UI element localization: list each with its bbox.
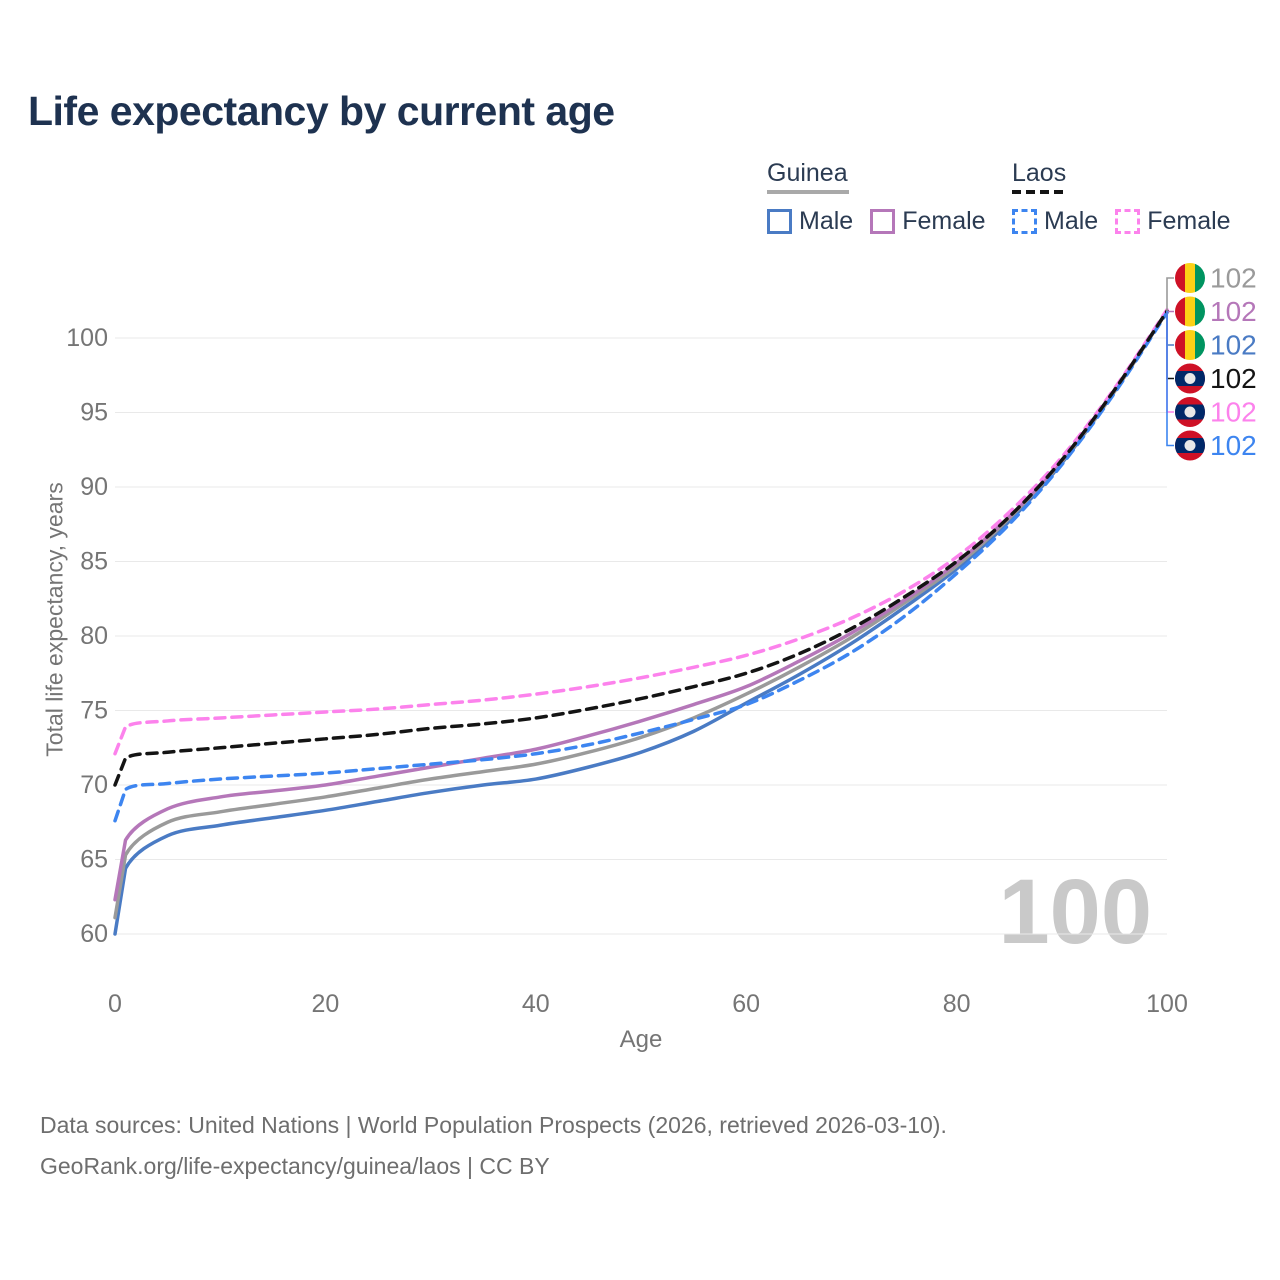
guinea-flag-icon <box>1175 297 1205 327</box>
axis-tick-labels: 60 65 70 75 80 85 90 95 100 0 20 40 60 80 100 <box>66 324 1188 1018</box>
legend-label-guinea-female[interactable]: Female <box>902 207 986 235</box>
y-tick-label: 85 <box>80 548 108 576</box>
leader-line-guinea_avg <box>1166 277 1174 312</box>
footer-link-line: GeoRank.org/life-expectancy/guinea/laos … <box>40 1153 550 1179</box>
series-line-guinea_male <box>113 309 1169 936</box>
legend-swatch-laos-female[interactable] <box>1115 209 1141 234</box>
y-axis-title: Total life expectancy, years <box>41 482 68 757</box>
series-line-guinea_female <box>113 309 1169 902</box>
y-tick-label: 95 <box>80 399 108 427</box>
y-tick-label: 80 <box>80 622 108 650</box>
data-series-lines <box>113 307 1169 936</box>
legend-underline-laos <box>1012 190 1066 194</box>
x-tick-label: 40 <box>522 990 550 1018</box>
series-line-laos_avg <box>113 309 1169 787</box>
y-tick-label: 100 <box>66 324 108 352</box>
legend-country-label-laos[interactable]: Laos <box>1012 159 1067 187</box>
legend-swatch-guinea-female[interactable] <box>870 209 896 234</box>
x-axis-title: Age <box>619 1026 663 1053</box>
data-source-footer: Data sources: United Nations | World Pop… <box>40 1105 947 1187</box>
end-value-label-laos_avg: 102 <box>1210 363 1257 394</box>
laos-flag-icon <box>1175 397 1205 427</box>
legend-label-laos-male[interactable]: Male <box>1044 207 1099 235</box>
y-tick-label: 75 <box>80 697 108 725</box>
x-tick-label: 60 <box>732 990 760 1018</box>
legend-label-guinea-male[interactable]: Male <box>799 207 854 235</box>
legend-underline-guinea <box>767 190 849 194</box>
end-value-label-laos_female: 102 <box>1210 397 1257 428</box>
legend-country-label-guinea[interactable]: Guinea <box>767 159 848 187</box>
legend-group-guinea: Guinea Male Female <box>767 160 1003 236</box>
legend-label-laos-female[interactable]: Female <box>1147 207 1231 235</box>
guinea-flag-icon <box>1175 263 1205 293</box>
y-tick-label: 65 <box>80 846 108 874</box>
series-line-laos_male <box>113 310 1169 823</box>
footer-sources-line: Data sources: United Nations | World Pop… <box>40 1112 947 1138</box>
series-line-laos_female <box>113 307 1169 756</box>
leader-line-guinea_male <box>1166 311 1174 346</box>
series-line-guinea_avg <box>113 309 1169 920</box>
laos-flag-icon <box>1175 431 1205 461</box>
legend-swatch-guinea-male[interactable] <box>767 209 792 234</box>
y-tick-label: 70 <box>80 771 108 799</box>
end-value-label-guinea_avg: 102 <box>1210 263 1257 294</box>
x-tick-label: 80 <box>943 990 971 1018</box>
legend-swatch-laos-male[interactable] <box>1012 209 1037 234</box>
laos-flag-icon <box>1175 364 1205 394</box>
gridlines <box>115 337 1167 935</box>
x-tick-label: 100 <box>1146 990 1188 1018</box>
age-indicator-watermark: 100 <box>998 861 1153 963</box>
end-value-label-laos_male: 102 <box>1210 430 1257 461</box>
x-tick-label: 20 <box>311 990 339 1018</box>
chart-title: Life expectancy by current age <box>28 88 615 134</box>
end-value-label-guinea_female: 102 <box>1210 296 1257 327</box>
y-tick-label: 60 <box>80 920 108 948</box>
y-tick-label: 90 <box>80 473 108 501</box>
leader-line-laos_female <box>1166 311 1174 413</box>
x-tick-label: 0 <box>108 990 122 1018</box>
guinea-flag-icon <box>1175 330 1205 360</box>
end-value-label-guinea_male: 102 <box>1210 330 1257 361</box>
leader-line-laos_male <box>1166 311 1174 447</box>
legend-group-laos: Laos Male Female <box>1012 160 1248 236</box>
